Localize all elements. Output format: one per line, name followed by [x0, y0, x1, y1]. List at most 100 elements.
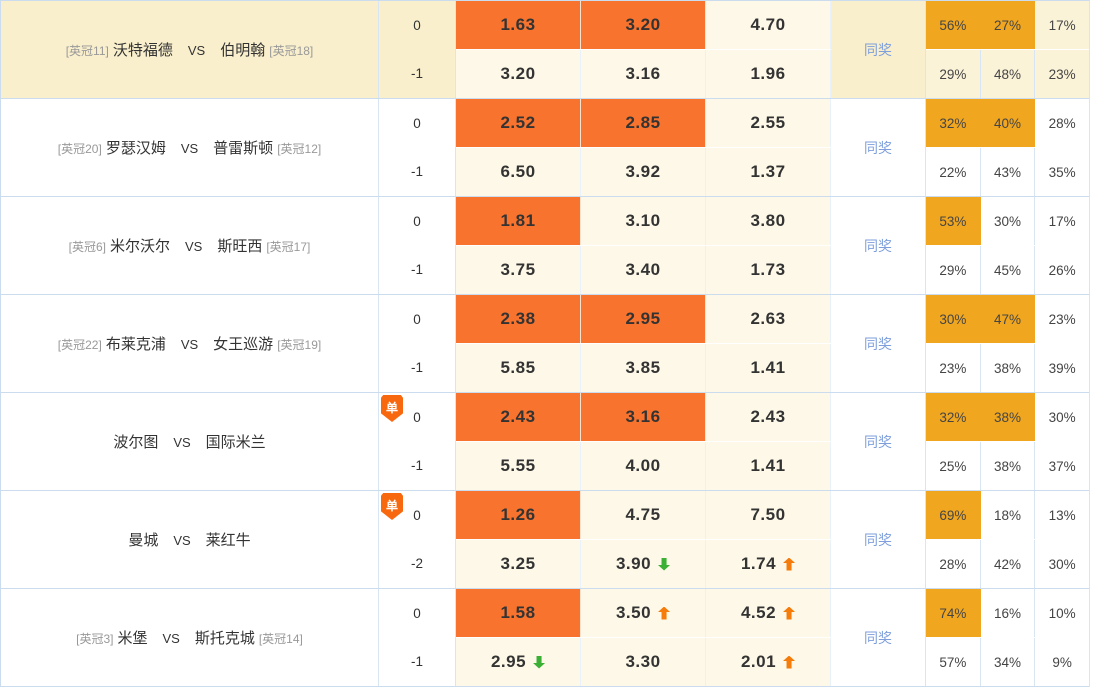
odds-grid: 1.26 4.75 7.50 3.25 3.90 1.74 — [456, 491, 831, 588]
odds-cell[interactable]: 1.41 — [706, 344, 831, 392]
odds-value: 1.63 — [500, 15, 536, 34]
match-name-cell[interactable]: [英冠22] 布莱克浦 VS 女王巡游 [英冠19] — [1, 295, 379, 392]
odds-cell[interactable]: 1.73 — [706, 246, 831, 294]
odds-line: 1.81 3.10 3.80 — [456, 197, 831, 246]
odds-cell[interactable]: 3.90 — [581, 540, 706, 588]
trend-up-icon — [658, 606, 671, 620]
same-prize-cell: 同奖 — [831, 589, 926, 686]
handicap-cell: 0 -1 — [379, 99, 456, 196]
odds-cell[interactable]: 1.74 — [706, 540, 831, 588]
handicap-value: 0 — [413, 409, 421, 425]
odds-cell[interactable]: 3.10 — [581, 197, 706, 245]
odds-cell[interactable]: 3.20 — [581, 1, 706, 49]
odds-cell[interactable]: 3.75 — [456, 246, 581, 294]
percent-cell: 30% — [1048, 409, 1076, 425]
odds-cell[interactable]: 5.85 — [456, 344, 581, 392]
odds-cell[interactable]: 3.92 — [581, 148, 706, 196]
odds-cell[interactable]: 5.55 — [456, 442, 581, 490]
trend-up-icon — [783, 606, 796, 620]
odds-cell[interactable]: 2.38 — [456, 295, 581, 343]
odds-cell[interactable]: 1.58 — [456, 589, 581, 637]
percent-cell: 29% — [926, 50, 981, 98]
odds-cell[interactable]: 4.70 — [706, 1, 831, 49]
odds-cell[interactable]: 1.63 — [456, 1, 581, 49]
odds-cell[interactable]: 2.52 — [456, 99, 581, 147]
odds-cell[interactable]: 4.52 — [706, 589, 831, 637]
handicap-cell: 0 -1 — [379, 1, 456, 98]
odds-cell[interactable]: 3.80 — [706, 197, 831, 245]
odds-cell[interactable]: 1.81 — [456, 197, 581, 245]
odds-cell[interactable]: 3.40 — [581, 246, 706, 294]
percent-cell: 23% — [926, 344, 981, 392]
match-name-cell[interactable]: [英冠20] 罗瑟汉姆 VS 普雷斯顿 [英冠12] — [1, 99, 379, 196]
home-team-name: 米堡 — [117, 630, 148, 647]
odds-cell[interactable]: 4.00 — [581, 442, 706, 490]
odds-value: 1.26 — [500, 505, 536, 524]
odds-value: 3.20 — [625, 15, 661, 34]
match-name-cell[interactable]: [英冠3] 米堡 VS 斯托克城 [英冠14] — [1, 589, 379, 686]
odds-line: 5.55 4.00 1.41 — [456, 442, 831, 490]
vs-label: VS — [173, 533, 191, 548]
handicap-value: -2 — [410, 556, 423, 572]
percent-cell: 42% — [981, 540, 1036, 588]
odds-cell[interactable]: 1.26 — [456, 491, 581, 539]
odds-cell[interactable]: 3.25 — [456, 540, 581, 588]
match-name-cell[interactable]: 曼城 VS 莱红牛 — [1, 491, 379, 588]
odds-value: 2.85 — [625, 113, 661, 132]
match-name-cell[interactable]: [英冠11] 沃特福德 VS 伯明翰 [英冠18] — [1, 1, 379, 98]
percent-cell: 23% — [1035, 50, 1090, 98]
handicap-cell: 0 -1 — [379, 295, 456, 392]
percent-cell: 28% — [1048, 115, 1076, 131]
odds-cell[interactable]: 3.16 — [581, 50, 706, 98]
odds-cell[interactable]: 4.75 — [581, 491, 706, 539]
odds-cell[interactable]: 3.30 — [581, 638, 706, 686]
trend-up-icon — [783, 557, 796, 571]
odds-cell[interactable]: 6.50 — [456, 148, 581, 196]
handicap-cell: 单 0 -1 — [379, 393, 456, 490]
odds-cell[interactable]: 2.95 — [581, 295, 706, 343]
match-name-cell[interactable]: 波尔图 VS 国际米兰 — [1, 393, 379, 490]
odds-value: 2.43 — [500, 407, 536, 426]
handicap-value: -1 — [410, 654, 423, 670]
percent-line: 23% 38% 39% — [926, 344, 1089, 392]
away-league-tag: [英冠18] — [269, 44, 314, 58]
percent-cell: 32% — [926, 393, 981, 441]
percent-line: 25% 38% 37% — [926, 442, 1089, 490]
odds-cell[interactable]: 2.95 — [456, 638, 581, 686]
odds-cell[interactable]: 2.85 — [581, 99, 706, 147]
away-team-name: 莱红牛 — [205, 532, 251, 549]
match-name: [英冠6] 米尔沃尔 VS 斯旺西 [英冠17] — [67, 235, 313, 256]
odds-value: 3.50 — [615, 603, 652, 622]
odds-cell[interactable]: 7.50 — [706, 491, 831, 539]
odds-cell[interactable]: 2.63 — [706, 295, 831, 343]
percent-grid: 30% 47% 23% 23% 38% 39% — [926, 295, 1089, 392]
odds-cell[interactable]: 1.96 — [706, 50, 831, 98]
percent-cell: 17% — [1035, 1, 1090, 49]
odds-cell[interactable]: 3.16 — [581, 393, 706, 441]
percent-cell: 48% — [980, 50, 1036, 98]
percent-line: 56% 27% 17% — [926, 1, 1090, 50]
match-name-cell[interactable]: [英冠6] 米尔沃尔 VS 斯旺西 [英冠17] — [1, 197, 379, 294]
odds-cell[interactable]: 3.50 — [581, 589, 706, 637]
odds-value: 6.50 — [500, 162, 536, 181]
odds-cell[interactable]: 2.01 — [706, 638, 831, 686]
odds-cell[interactable]: 2.43 — [456, 393, 581, 441]
odds-cell[interactable]: 2.55 — [706, 99, 831, 147]
odds-line: 2.43 3.16 2.43 — [456, 393, 831, 442]
away-team-name: 女王巡游 — [213, 336, 274, 353]
percent-line: 57% 34% 9% — [926, 638, 1089, 686]
odds-cell[interactable]: 1.41 — [706, 442, 831, 490]
odds-cell[interactable]: 3.85 — [581, 344, 706, 392]
percent-cell: 47% — [980, 295, 1036, 343]
match-name: [英冠11] 沃特福德 VS 伯明翰 [英冠18] — [64, 39, 316, 60]
percent-cell: 13% — [1048, 507, 1076, 523]
percent-cell: 38% — [981, 344, 1036, 392]
match-row: [英冠20] 罗瑟汉姆 VS 普雷斯顿 [英冠12] 0 -1 2.52 2.85 2.55 6.5… — [1, 99, 1089, 197]
odds-value: 2.01 — [740, 652, 777, 671]
trend-up-icon — [783, 655, 796, 669]
home-league-tag: [英冠11] — [65, 44, 109, 58]
odds-cell[interactable]: 3.20 — [456, 50, 581, 98]
odds-cell[interactable]: 2.43 — [706, 393, 831, 441]
odds-cell[interactable]: 1.37 — [706, 148, 831, 196]
